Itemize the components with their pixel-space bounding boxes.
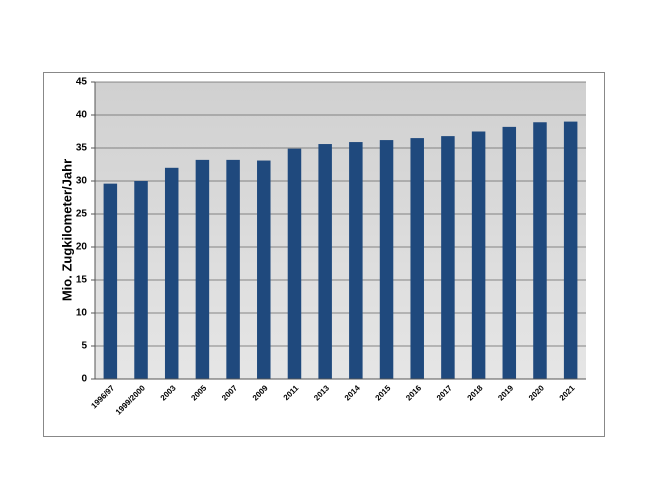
bar [318, 144, 332, 379]
bar [103, 183, 118, 379]
bar [502, 126, 517, 379]
bar [134, 181, 148, 379]
y-tick-label: 30 [76, 176, 88, 187]
y-tick-label: 20 [76, 242, 88, 253]
bar [410, 138, 424, 379]
bar [441, 136, 455, 379]
bar [287, 148, 302, 379]
bar [379, 140, 394, 379]
y-axis-title: Mio. Zugkilometer/Jahr [59, 159, 74, 301]
y-tick-label: 25 [76, 209, 88, 220]
bar [471, 131, 486, 379]
bar [226, 159, 240, 379]
y-tick-label: 10 [76, 308, 88, 319]
y-tick-label: 0 [81, 374, 87, 385]
bar [195, 159, 210, 379]
bar [349, 142, 363, 379]
bar [533, 122, 547, 379]
bar [563, 121, 578, 379]
y-tick-label: 35 [76, 143, 88, 154]
y-tick-label: 5 [81, 341, 87, 352]
y-tick-label: 15 [76, 275, 88, 286]
bar [164, 167, 179, 379]
y-tick-label: 40 [76, 110, 88, 121]
y-tick-label: 45 [76, 77, 88, 88]
bar [257, 160, 271, 379]
